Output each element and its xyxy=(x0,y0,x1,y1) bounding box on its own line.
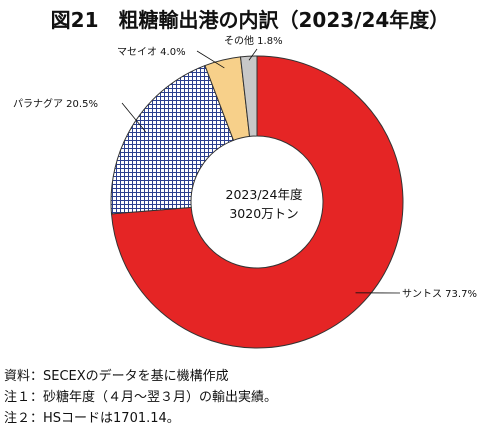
slice-label-1: サントス 73.7% xyxy=(402,288,477,300)
note-1: 注１：砂糖年度（４月～翌３月）の輸出実績。 xyxy=(4,390,278,405)
source-notes: 資料：SECEXのデータを基に機構作成 注１：砂糖年度（４月～翌３月）の輸出実績… xyxy=(4,366,277,429)
slice-label-2: パラナグア 20.5% xyxy=(13,97,98,110)
slice-4 xyxy=(239,55,258,137)
donut-slices xyxy=(110,55,404,349)
center-label-line-2: 3020万トン xyxy=(229,206,298,221)
center-label-line-1: 2023/24年度 xyxy=(226,187,303,202)
note-2: 注２：HSコードは1701.14。 xyxy=(4,411,180,426)
label-leaders xyxy=(121,48,401,294)
leader-line-3 xyxy=(196,50,225,69)
source-note: 資料：SECEXのデータを基に機構作成 xyxy=(4,369,229,384)
slice-2 xyxy=(110,64,235,215)
slice-1 xyxy=(110,55,404,349)
slice-label-4: その他 1.8% xyxy=(224,34,283,47)
chart-title: 図21 粗糖輸出港の内訳（2023/24年度） xyxy=(51,8,450,32)
leader-line-4 xyxy=(248,48,258,61)
slice-labels: サントス 73.7% パラナグア 20.5% マセイオ 4.0% その他 1.8% xyxy=(13,34,477,300)
slice-label-3: マセイオ 4.0% xyxy=(117,46,186,58)
leader-line-2 xyxy=(121,102,146,133)
